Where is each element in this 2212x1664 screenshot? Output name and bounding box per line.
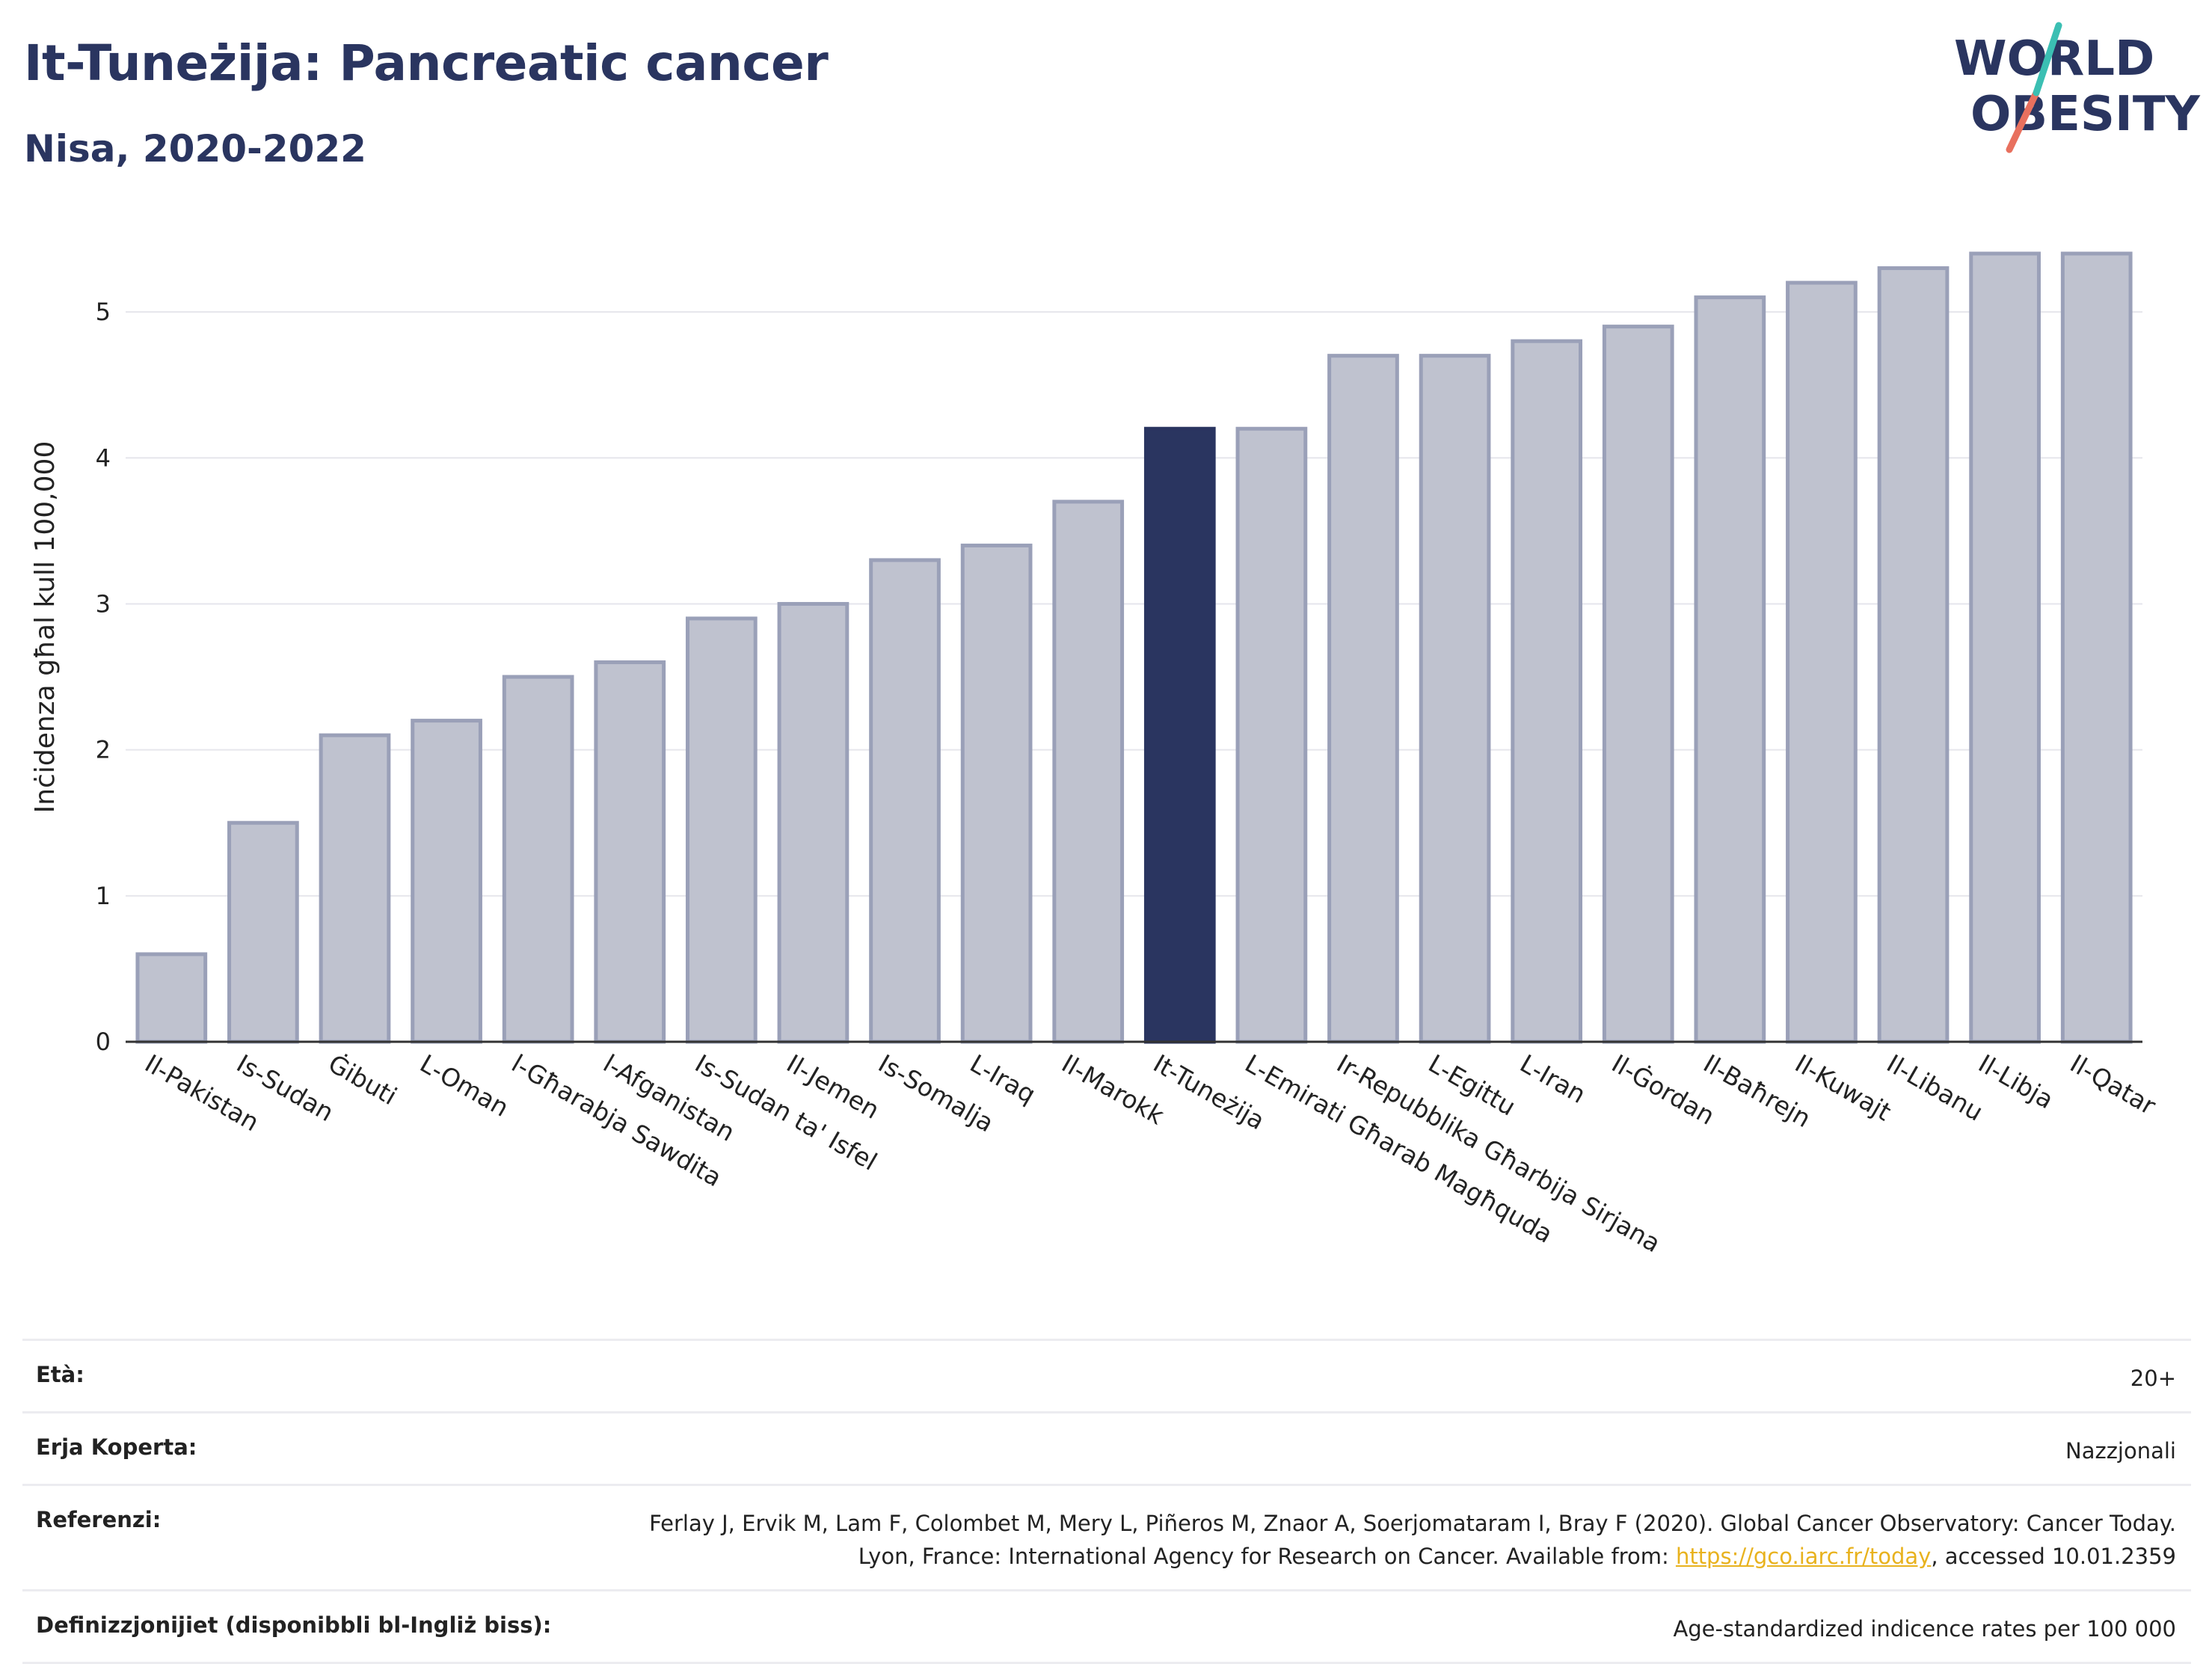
bar-19	[1786, 280, 1858, 1044]
bar-4	[411, 719, 482, 1044]
reference-value: Ferlay J, Ervik M, Lam F, Colombet M, Me…	[606, 1507, 2176, 1573]
logo-line2: OBESITY	[1970, 87, 2200, 142]
age-label: Età:	[36, 1362, 85, 1387]
bar-18	[1694, 295, 1766, 1044]
bar-6	[594, 660, 666, 1044]
x-tick-label: Il-Qatar	[2065, 1049, 2161, 1120]
bars	[135, 251, 2133, 1044]
x-tick-label: L-Oman	[415, 1049, 514, 1123]
page-subtitle: Nisa, 2020-2022	[24, 127, 366, 171]
y-axis-title: Inċidenza għal kull 100,000	[30, 441, 61, 814]
info-table: Età: 20+ Erja Koperta: Nazzjonali Refere…	[22, 1339, 2191, 1664]
y-tick-label: 1	[96, 882, 111, 910]
y-tick-label: 4	[96, 443, 111, 472]
reference-label: Referenzi:	[36, 1507, 162, 1532]
info-row-age: Età: 20+	[22, 1339, 2191, 1411]
reference-link[interactable]: https://gco.iarc.fr/today	[1675, 1544, 1932, 1569]
reference-text: Ferlay J, Ervik M, Lam F, Colombet M, Me…	[649, 1511, 2176, 1569]
x-tick-label: Il-Marokk	[1057, 1049, 1170, 1131]
definition-label: Definizzjonijiet (disponibbli bl-Ingliż …	[36, 1612, 552, 1638]
age-value: 20+	[2130, 1366, 2176, 1391]
bar-5	[502, 675, 574, 1044]
bar-10	[960, 543, 1033, 1044]
info-row-definition: Definizzjonijiet (disponibbli bl-Ingliż …	[22, 1589, 2191, 1664]
x-tick-label: Il-Libanu	[1882, 1049, 1988, 1126]
bar-11	[1052, 500, 1125, 1044]
info-row-reference: Referenzi: Ferlay J, Ervik M, Lam F, Col…	[22, 1484, 2191, 1589]
page-title: It-Tuneżija: Pancreatic cancer	[24, 34, 829, 92]
bar-1	[135, 952, 208, 1044]
info-row-area: Erja Koperta: Nazzjonali	[22, 1411, 2191, 1484]
area-label: Erja Koperta:	[36, 1434, 197, 1460]
y-tick-label: 5	[96, 298, 111, 326]
bar-15	[1419, 354, 1491, 1044]
y-tick-label: 2	[96, 736, 111, 764]
bar-2	[227, 820, 299, 1044]
x-tick-label: Il-Ġordan	[1607, 1048, 1720, 1130]
bar-9	[869, 558, 941, 1044]
world-obesity-logo: WORLD OBESITY	[1954, 22, 2200, 153]
bar-7	[685, 616, 758, 1044]
x-tick-label: Il-Libja	[1973, 1049, 2059, 1114]
reference-accessed: , accessed 10.01.2359	[1931, 1544, 2176, 1569]
bar-21	[1969, 251, 2041, 1044]
area-value: Nazzjonali	[2065, 1438, 2176, 1464]
bar-16	[1511, 339, 1583, 1044]
definition-value: Age-standardized indicence rates per 100…	[1673, 1616, 2176, 1642]
bar-17	[1602, 325, 1674, 1044]
x-tick-label: L-Iran	[1515, 1049, 1591, 1109]
bar-22	[2060, 251, 2133, 1044]
bar-20	[1877, 266, 1950, 1044]
y-axis-ticks: 0 1 2 3 4 5	[96, 298, 111, 1056]
y-tick-label: 0	[96, 1028, 111, 1056]
bar-13	[1235, 426, 1308, 1044]
bar-14	[1327, 354, 1399, 1044]
bar-8	[777, 601, 850, 1044]
bar-12	[1143, 426, 1216, 1044]
bar-3	[319, 733, 391, 1044]
y-tick-label: 3	[96, 589, 111, 618]
